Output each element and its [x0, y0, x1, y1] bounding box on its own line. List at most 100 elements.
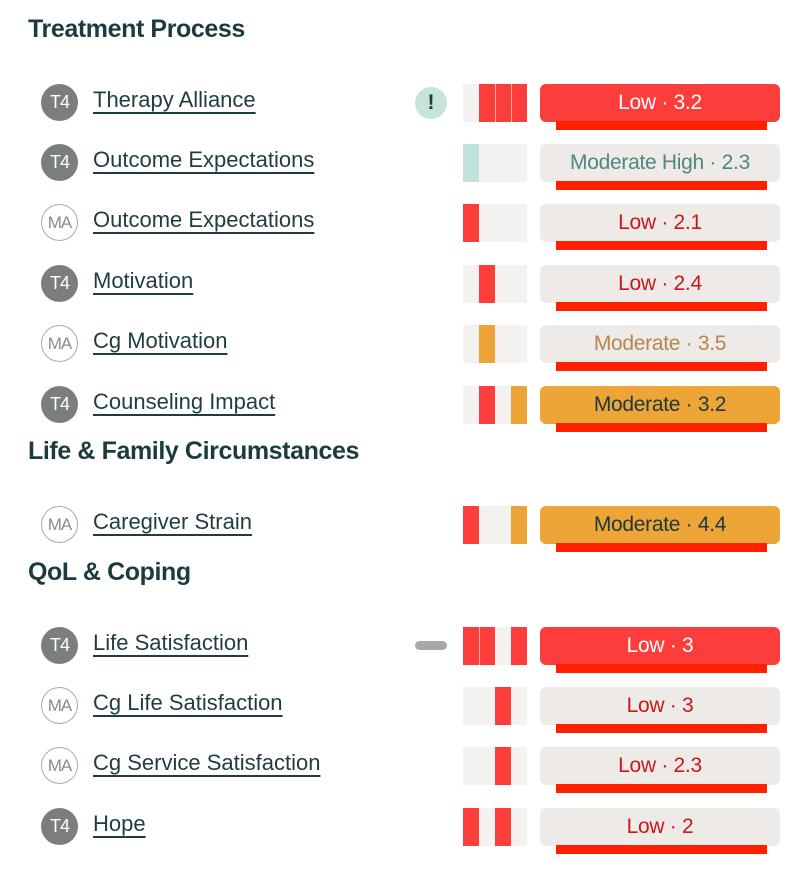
sparkbar-segment — [463, 386, 479, 424]
measure-row: T4 Hope Low · 2 — [0, 806, 810, 854]
score-underline-bar — [556, 784, 767, 793]
respondent-badge-t4: T4 — [41, 627, 78, 664]
score-underline-bar — [556, 845, 767, 854]
score-underline-bar — [556, 543, 767, 552]
sparkbar-segment — [495, 808, 511, 846]
sparkbar-segment — [479, 687, 495, 725]
sparkbar-segment — [479, 84, 495, 122]
alert-icon[interactable]: ! — [415, 87, 447, 119]
trend-sparkbar — [463, 627, 527, 665]
respondent-badge-t4: T4 — [41, 265, 78, 302]
sparkbar-segment — [511, 506, 527, 544]
score-underline-bar — [556, 121, 767, 130]
respondent-badge-ma: MA — [41, 747, 78, 784]
trend-sparkbar — [463, 265, 527, 303]
measure-row: MA Caregiver Strain Moderate · 4.4 — [0, 504, 810, 552]
trend-sparkbar — [463, 506, 527, 544]
score-pill[interactable]: Low · 2.4 — [540, 265, 780, 303]
sparkbar-segment — [495, 687, 511, 725]
respondent-badge-ma: MA — [41, 687, 78, 724]
respondent-badge-t4: T4 — [41, 144, 78, 181]
measure-link[interactable]: Cg Motivation — [93, 328, 228, 353]
respondent-badge-ma: MA — [41, 325, 78, 362]
score-pill[interactable]: Low · 2.1 — [540, 204, 780, 242]
measure-link[interactable]: Motivation — [93, 268, 194, 293]
score-underline-bar — [556, 362, 767, 371]
score-underline-bar — [556, 724, 767, 733]
measure-link[interactable]: Cg Life Satisfaction — [93, 690, 283, 715]
sparkbar-segment — [479, 808, 495, 846]
score-underline-bar — [556, 181, 767, 190]
score-pill[interactable]: Low · 3 — [540, 687, 780, 725]
sparkbar-segment — [479, 747, 495, 785]
measure-row: T4 Counseling Impact Moderate · 3.2 — [0, 384, 810, 432]
sparkbar-segment — [479, 144, 495, 182]
score-pill[interactable]: Moderate High · 2.3 — [540, 144, 780, 182]
score-pill[interactable]: Moderate · 3.2 — [540, 386, 780, 424]
score-underline-bar — [556, 241, 767, 250]
sparkbar-segment — [479, 204, 495, 242]
measure-link[interactable]: Outcome Expectations — [93, 207, 315, 232]
measure-link[interactable]: Hope — [93, 811, 146, 836]
measure-link[interactable]: Therapy Alliance — [93, 87, 256, 112]
sparkbar-segment — [495, 325, 511, 363]
measure-row: T4 Life Satisfaction Low · 3 — [0, 625, 810, 673]
sparkbar-segment — [463, 144, 479, 182]
sparkbar-segment — [495, 265, 511, 303]
sparkbar-segment — [479, 386, 495, 424]
respondent-badge-ma: MA — [41, 204, 78, 241]
trend-sparkbar — [463, 325, 527, 363]
sparkbar-segment — [463, 808, 479, 846]
sparkbar-segment — [511, 687, 527, 725]
sparkbar-segment — [495, 627, 511, 665]
sparkbar-segment — [511, 627, 527, 665]
measure-row: MA Cg Life Satisfaction Low · 3 — [0, 685, 810, 733]
sparkbar-segment — [463, 204, 479, 242]
trend-sparkbar — [463, 687, 527, 725]
measure-row: T4 Motivation Low · 2.4 — [0, 263, 810, 311]
sparkbar-segment — [511, 325, 527, 363]
respondent-badge-t4: T4 — [41, 808, 78, 845]
measure-link[interactable]: Caregiver Strain — [93, 509, 252, 534]
sparkbar-segment — [463, 325, 479, 363]
sparkbar-segment — [463, 687, 479, 725]
measure-link[interactable]: Outcome Expectations — [93, 147, 315, 172]
score-pill[interactable]: Moderate · 4.4 — [540, 506, 780, 544]
sparkbar-segment — [495, 747, 511, 785]
section-title-treatment-process: Treatment Process — [28, 15, 245, 43]
section-title-life-family: Life & Family Circumstances — [28, 437, 359, 465]
sparkbar-segment — [495, 84, 511, 122]
sparkbar-segment — [479, 627, 495, 665]
sparkbar-segment — [495, 144, 511, 182]
sparkbar-segment — [511, 386, 527, 424]
sparkbar-segment — [495, 204, 511, 242]
score-pill[interactable]: Low · 3.2 — [540, 84, 780, 122]
trend-sparkbar — [463, 84, 527, 122]
measure-link[interactable]: Counseling Impact — [93, 389, 276, 414]
measure-link[interactable]: Life Satisfaction — [93, 630, 249, 655]
sparkbar-segment — [511, 84, 527, 122]
measure-row: MA Cg Motivation Moderate · 3.5 — [0, 323, 810, 371]
sparkbar-segment — [511, 747, 527, 785]
score-pill[interactable]: Low · 2 — [540, 808, 780, 846]
sparkbar-segment — [463, 747, 479, 785]
respondent-badge-t4: T4 — [41, 386, 78, 423]
trend-sparkbar — [463, 386, 527, 424]
trend-sparkbar — [463, 204, 527, 242]
measure-link[interactable]: Cg Service Satisfaction — [93, 750, 321, 775]
sparkbar-segment — [495, 386, 511, 424]
sparkbar-segment — [463, 506, 479, 544]
sparkbar-segment — [463, 84, 479, 122]
measure-row: T4 Therapy Alliance! Low · 3.2 — [0, 82, 810, 130]
score-underline-bar — [556, 664, 767, 673]
score-pill[interactable]: Moderate · 3.5 — [540, 325, 780, 363]
score-pill[interactable]: Low · 2.3 — [540, 747, 780, 785]
score-underline-bar — [556, 423, 767, 432]
score-underline-bar — [556, 302, 767, 311]
score-pill[interactable]: Low · 3 — [540, 627, 780, 665]
sparkbar-segment — [511, 144, 527, 182]
trend-sparkbar — [463, 747, 527, 785]
trend-sparkbar — [463, 808, 527, 846]
no-change-dash-icon — [415, 641, 447, 650]
trend-sparkbar — [463, 144, 527, 182]
